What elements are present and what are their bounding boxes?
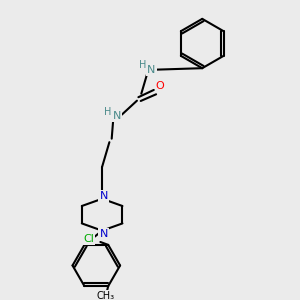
Text: N: N	[99, 229, 108, 239]
Text: N: N	[112, 111, 121, 121]
Text: O: O	[156, 81, 164, 91]
Text: N: N	[99, 191, 108, 201]
Text: H: H	[104, 107, 111, 117]
Text: CH₃: CH₃	[96, 291, 114, 300]
Text: H: H	[139, 60, 146, 70]
Text: N: N	[147, 64, 156, 75]
Text: Cl: Cl	[83, 234, 94, 244]
